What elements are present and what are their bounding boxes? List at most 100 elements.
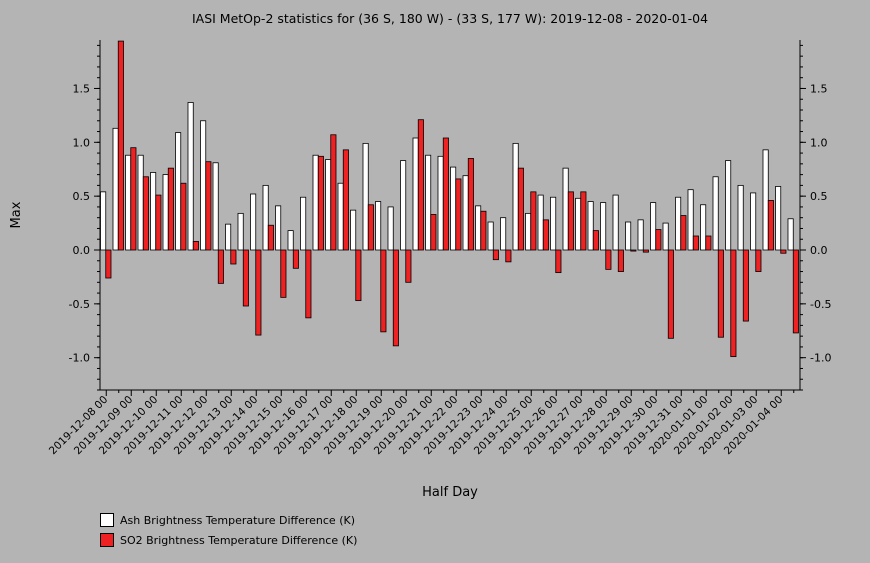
so2-bar (742, 249, 749, 322)
y-tick-label-right: 0.0 (810, 244, 828, 257)
y-tick-label-right: -0.5 (810, 298, 831, 311)
so2-bar (305, 249, 312, 319)
so2-bar (330, 134, 337, 251)
so2-bar (717, 249, 724, 338)
so2-bar (442, 137, 449, 251)
ash-bar (400, 160, 407, 251)
ash-bar (612, 194, 619, 251)
so2-bar (242, 249, 249, 307)
so2-bar (317, 155, 324, 251)
y-tick-label-right: 1.0 (810, 136, 828, 149)
so2-bar (730, 249, 737, 358)
ash-bar (700, 204, 707, 251)
so2-bar (605, 249, 612, 270)
so2-bar (280, 249, 287, 298)
ash-bar (537, 194, 544, 251)
y-tick-label-left: 0.0 (73, 244, 91, 257)
ash-bar (587, 201, 594, 251)
so2-bar (342, 149, 349, 251)
so2-bar (417, 119, 424, 251)
so2-bar (792, 249, 799, 334)
y-tick-label-left: 1.5 (73, 82, 91, 95)
so2-bar (405, 249, 412, 283)
so2-bar (705, 235, 712, 251)
so2-bar (642, 249, 649, 253)
ash-bar (525, 212, 532, 251)
ash-bar (162, 174, 169, 251)
ash-bar (237, 212, 244, 251)
ash-bar (775, 186, 782, 251)
y-axis-label: Max (9, 201, 24, 228)
ash-bar (762, 149, 769, 251)
ash-bar (425, 154, 432, 251)
so2-bar (292, 249, 299, 269)
ash-bar (562, 167, 569, 251)
so2-bar (680, 215, 687, 251)
y-tick-label-right: 1.5 (810, 82, 828, 95)
ash-bar (675, 196, 682, 251)
ash-bar (362, 142, 369, 251)
legend-label-ash: Ash Brightness Temperature Difference (K… (120, 513, 355, 527)
ash-bar (337, 182, 344, 251)
so2-bar (480, 210, 487, 251)
so2-bar (767, 200, 774, 251)
so2-bar (380, 249, 387, 333)
so2-bar (667, 249, 674, 339)
so2-bar (630, 249, 637, 252)
ash-bar (250, 193, 257, 251)
ash-bar (600, 202, 607, 251)
so2-bar (355, 249, 362, 302)
ash-bar (200, 120, 207, 251)
ash-bar (662, 222, 669, 251)
ash-bar (300, 196, 307, 251)
ash-bar (712, 176, 719, 251)
ash-bar (687, 189, 694, 251)
ash-bar (637, 219, 644, 251)
so2-bar (455, 178, 462, 251)
ash-bar (150, 172, 157, 251)
y-tick-label-right: -1.0 (810, 352, 831, 365)
ash-bar (512, 142, 519, 251)
so2-bar (505, 249, 512, 263)
so2-bar (530, 191, 537, 251)
ash-bar (650, 202, 657, 251)
so2-bar (430, 214, 437, 251)
ash-bar (137, 154, 144, 251)
y-tick-label-left: -1.0 (69, 352, 90, 365)
ash-bar (625, 221, 632, 251)
ash-bar (450, 166, 457, 251)
ash-bar (350, 209, 357, 251)
y-tick-label-left: 0.5 (73, 190, 91, 203)
ash-bar (287, 230, 294, 251)
ash-bar (312, 154, 319, 251)
ash-bar (325, 159, 332, 251)
legend-label-so2: SO2 Brightness Temperature Difference (K… (120, 533, 358, 547)
ash-bar (175, 132, 182, 251)
ash-bar (787, 218, 794, 251)
so2-bar (180, 182, 187, 251)
legend-item-ash: Ash Brightness Temperature Difference (K… (100, 513, 355, 527)
ash-bar (437, 155, 444, 251)
so2-bar (617, 249, 624, 272)
ash-bar (187, 102, 194, 251)
so2-bar (517, 167, 524, 251)
chart-title: IASI MetOp-2 statistics for (36 S, 180 W… (192, 11, 708, 26)
ash-bar (462, 175, 469, 251)
ash-bar (262, 184, 269, 251)
so2-bar (580, 191, 587, 251)
so2-bar (542, 219, 549, 251)
so2-bar (192, 240, 199, 251)
ash-bar (375, 201, 382, 251)
ash-bar (725, 160, 732, 251)
so2-bar (217, 249, 224, 284)
ash-bar (750, 192, 757, 251)
so2-bar (255, 249, 262, 336)
so2-bar (592, 230, 599, 251)
bars-group (100, 40, 799, 358)
legend-swatch-ash (100, 513, 114, 527)
so2-bar (392, 249, 399, 347)
ash-bar (275, 205, 282, 251)
so2-bar (655, 229, 662, 251)
so2-bar (567, 191, 574, 251)
